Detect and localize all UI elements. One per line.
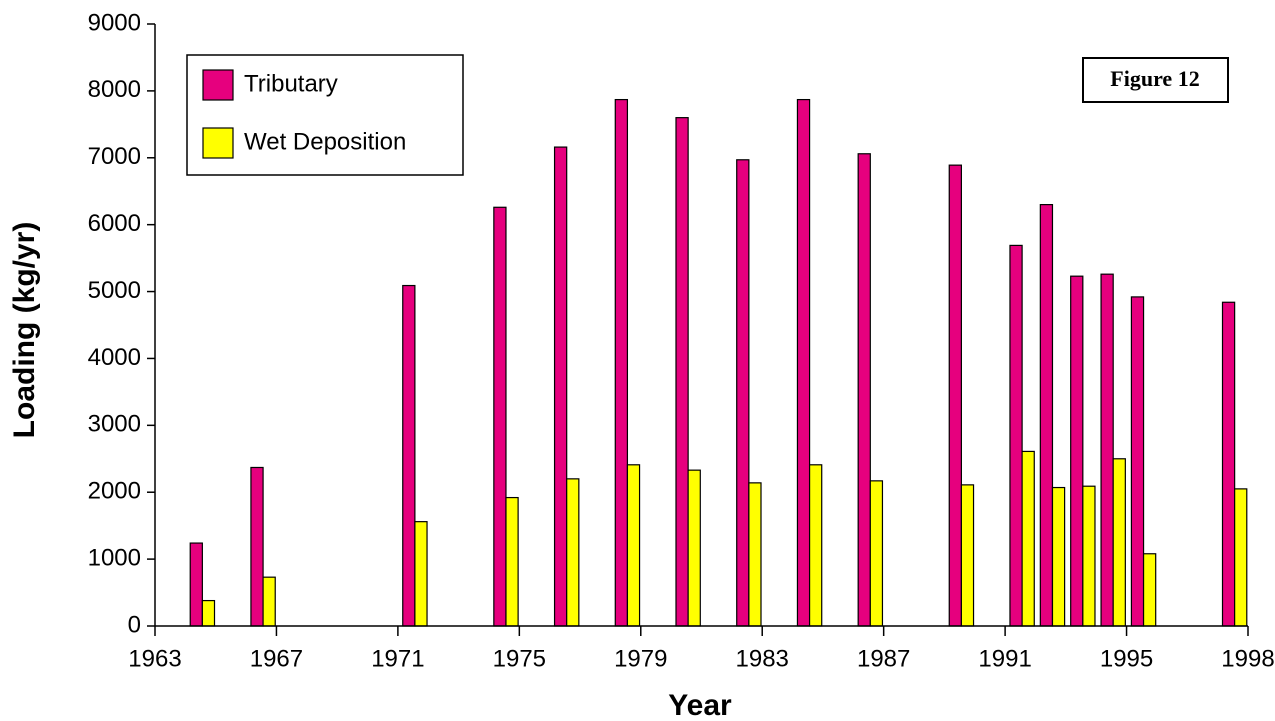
- bar: [250, 466, 264, 627]
- bar: [960, 484, 975, 627]
- y-tick-label: 4000: [88, 344, 141, 371]
- bar: [493, 206, 507, 627]
- bar: [1070, 275, 1084, 627]
- bar: [948, 164, 962, 627]
- bar: [687, 469, 701, 627]
- bar: [189, 542, 203, 627]
- x-tick-label: 1975: [493, 645, 546, 672]
- x-tick-label: 1963: [128, 645, 181, 672]
- x-tick-label: 1991: [978, 645, 1031, 672]
- bar: [675, 117, 689, 627]
- bar: [566, 478, 580, 627]
- x-tick-label: 1983: [736, 645, 789, 672]
- y-tick-label: 8000: [88, 76, 141, 103]
- bar: [1112, 458, 1126, 627]
- annotation-box: [1082, 57, 1229, 103]
- bar: [402, 284, 416, 627]
- bar: [857, 153, 871, 627]
- y-tick-label: 0: [128, 611, 141, 638]
- y-tick-label: 6000: [88, 210, 141, 237]
- bar: [1039, 204, 1054, 627]
- bar: [1082, 485, 1096, 627]
- bar: [1051, 486, 1066, 627]
- bar: [736, 159, 750, 627]
- x-tick-label: 1995: [1100, 645, 1153, 672]
- x-tick-label: 1979: [614, 645, 667, 672]
- bar: [1130, 296, 1145, 627]
- legend-label: Tributary: [244, 70, 338, 97]
- bar: [748, 482, 762, 627]
- x-tick-label: 1967: [250, 645, 303, 672]
- bar: [1142, 553, 1157, 627]
- y-tick-label: 2000: [88, 478, 141, 505]
- bar: [1234, 488, 1248, 627]
- bar: [614, 98, 629, 627]
- bar: [1221, 301, 1236, 627]
- bar: [626, 464, 641, 627]
- bar: [553, 146, 568, 627]
- y-tick-label: 1000: [88, 544, 141, 571]
- legend-label: Wet Deposition: [244, 128, 406, 155]
- bar: [796, 98, 811, 627]
- legend-swatch: [202, 69, 234, 101]
- y-tick-label: 7000: [88, 143, 141, 170]
- legend-swatch: [202, 127, 234, 159]
- bar: [262, 576, 276, 627]
- x-tick-label: 1998: [1221, 645, 1274, 672]
- bar: [1021, 450, 1035, 627]
- bar: [505, 496, 519, 627]
- y-tick-label: 5000: [88, 277, 141, 304]
- annotation: Figure 12: [1110, 66, 1199, 91]
- bar: [201, 599, 216, 627]
- bar: [1009, 244, 1023, 627]
- y-tick-label: 3000: [88, 411, 141, 438]
- bar: [1100, 273, 1114, 627]
- bar: [869, 480, 884, 627]
- x-tick-label: 1971: [371, 645, 424, 672]
- bar: [808, 464, 823, 627]
- x-tick-label: 1987: [857, 645, 910, 672]
- y-axis-label: Loading (kg/yr): [8, 222, 41, 439]
- x-axis-label: Year: [668, 689, 732, 721]
- y-tick-label: 9000: [88, 9, 141, 36]
- bar: [414, 521, 428, 627]
